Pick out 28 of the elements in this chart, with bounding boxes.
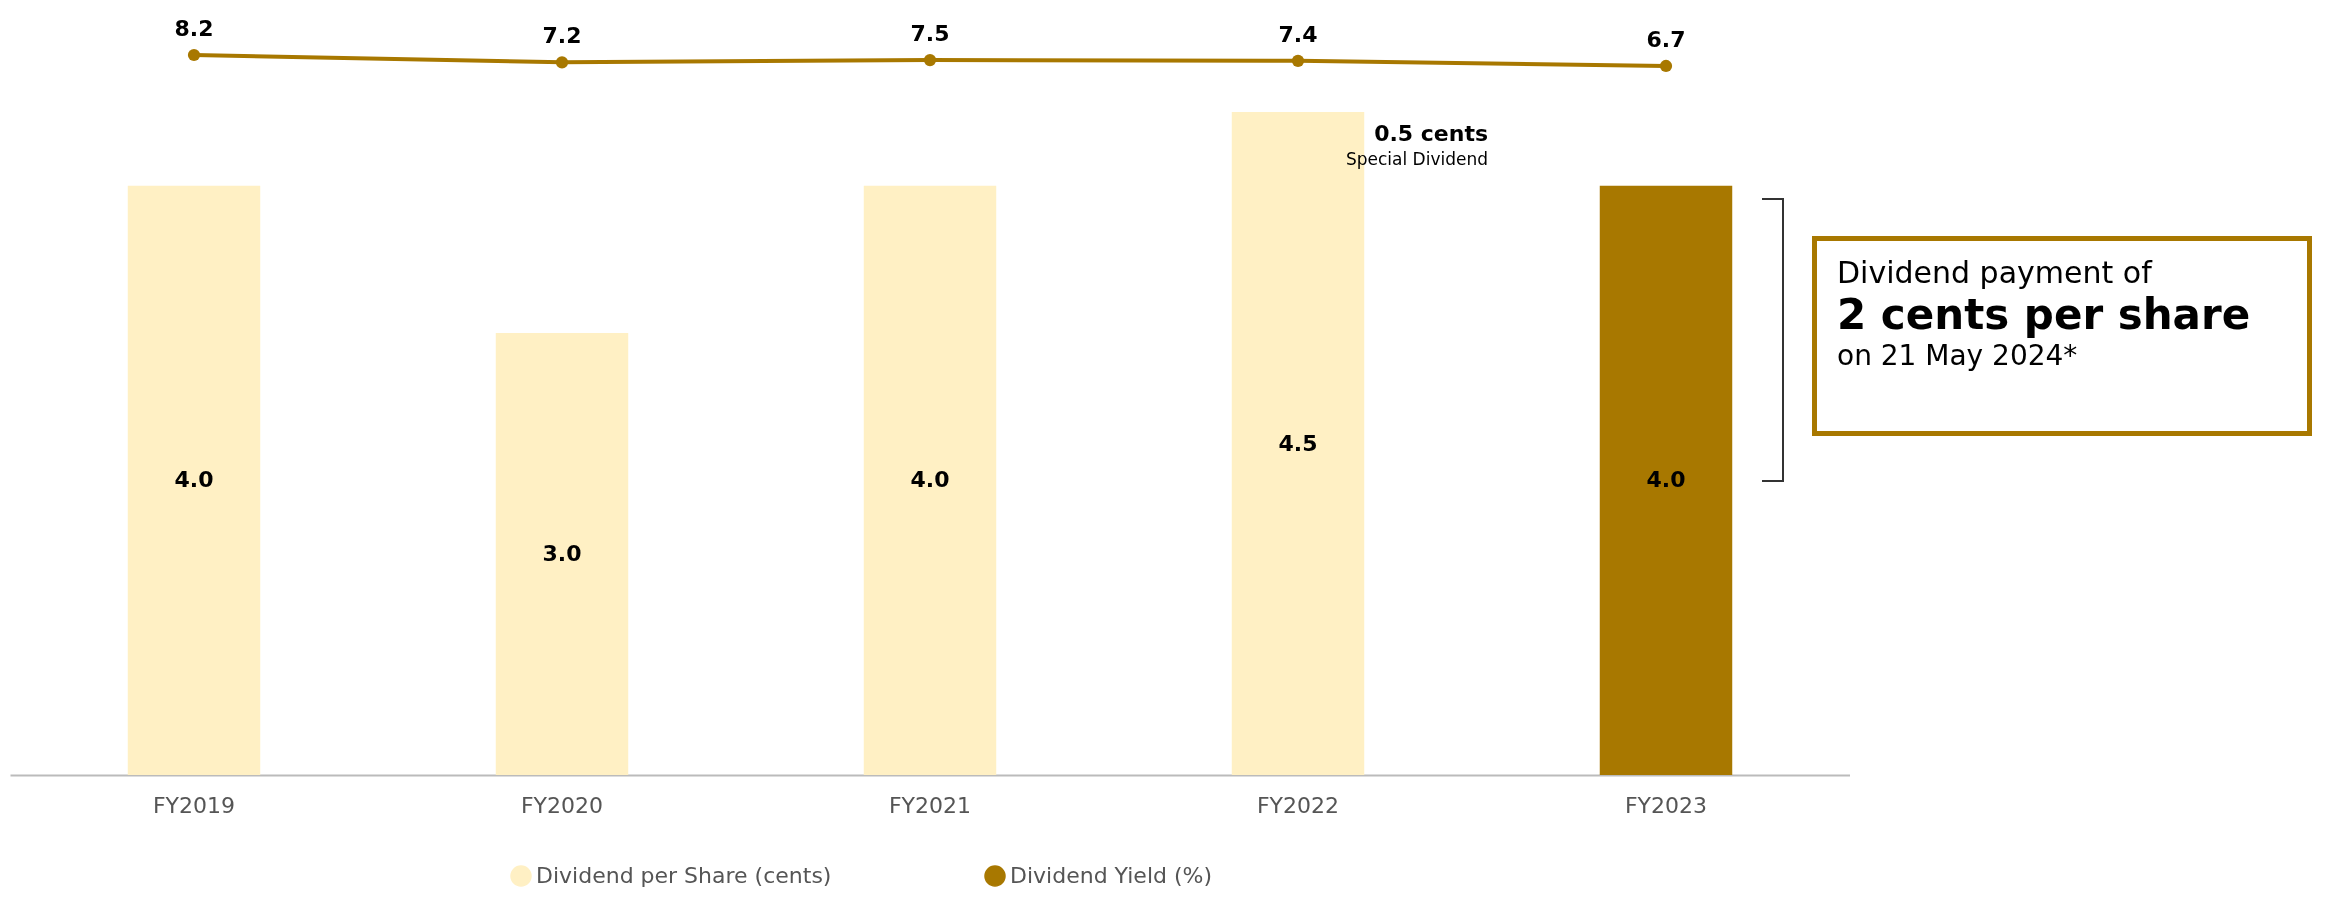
- annotation: Dividend payment of: [1837, 255, 2154, 290]
- data-label: 3.0: [542, 541, 582, 566]
- data-label: 4.0: [910, 467, 950, 493]
- annotation: on 21 May 2024*: [1837, 339, 2079, 372]
- point: [1659, 59, 1673, 73]
- point: [555, 56, 569, 69]
- point: [1291, 54, 1305, 67]
- x-tick-label: FY2021: [888, 792, 972, 818]
- data-label: 4.0: [174, 467, 214, 493]
- annotation: 0.5 cents: [1374, 121, 1488, 146]
- legend-label: Dividend Yield (%): [1010, 863, 1213, 888]
- annotation: 2 cents per share: [1837, 290, 2252, 339]
- data-label: 6.7: [1646, 26, 1686, 52]
- data-label: 7.5: [910, 21, 950, 47]
- data-label: 4.0: [1646, 467, 1686, 493]
- x-tick-label: FY2019: [152, 792, 236, 818]
- data-label: 7.2: [542, 23, 582, 49]
- data-label: 7.4: [1278, 21, 1318, 47]
- legend-label: Dividend per Share (cents): [536, 863, 832, 888]
- point: [923, 54, 937, 67]
- text-box: Dividend payment of 2 cents per share on 21 May 2024*: [1812, 236, 2312, 436]
- data-label: 8.2: [174, 16, 214, 41]
- x-tick-label: FY2023: [1624, 792, 1708, 818]
- point: [187, 48, 201, 62]
- data-label: 4.5: [1278, 430, 1318, 456]
- x-tick-label: FY2020: [520, 792, 604, 818]
- annotation: Special Dividend: [1345, 149, 1488, 169]
- x-tick-label: FY2022: [1256, 792, 1340, 818]
